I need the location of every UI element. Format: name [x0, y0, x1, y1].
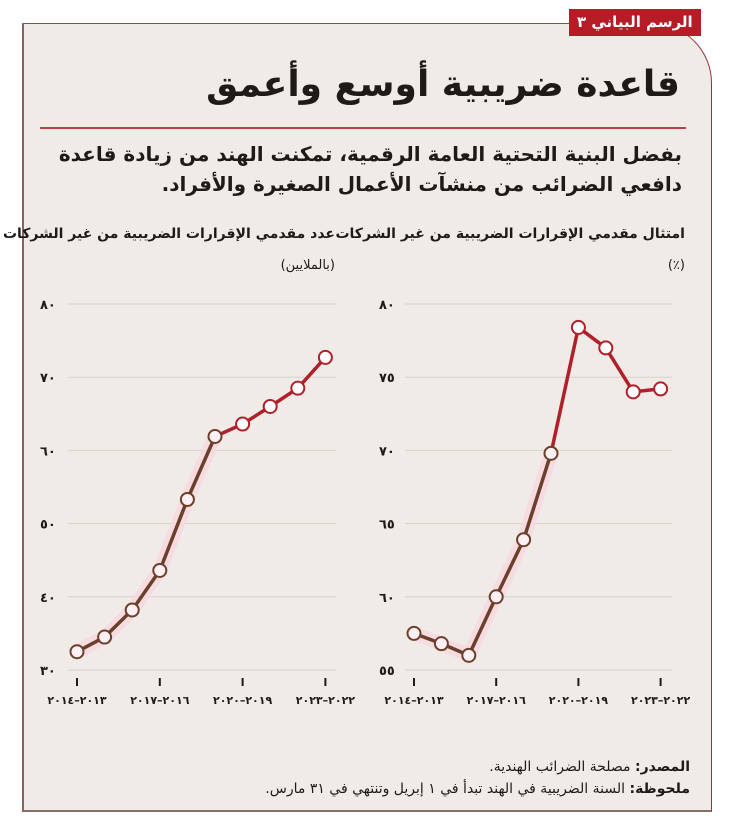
data-point-marker: [433, 636, 449, 652]
x-tick-label: ٢٠١٩–٢٠٢٠: [549, 694, 609, 707]
data-point-marker: [461, 647, 477, 663]
right-chart-unit: (٪): [667, 258, 685, 273]
data-point-marker: [653, 381, 669, 397]
data-point-marker: [262, 398, 278, 414]
data-point-marker: [290, 380, 306, 396]
y-tick-label: ٦٠: [40, 444, 56, 459]
x-tick-label: ٢٠٢٢–٢٠٢٣: [631, 694, 691, 707]
data-point-marker: [235, 416, 251, 432]
data-point-marker: [152, 562, 168, 578]
y-tick-label: ٥٠: [40, 518, 56, 533]
y-tick-label: ٣٠: [40, 664, 56, 679]
data-point-marker: [406, 625, 422, 641]
data-point-marker: [69, 644, 85, 660]
x-tick-label: ٢٠١٣–٢٠١٤: [47, 694, 107, 707]
right-chart-title: امتثال مقدمي الإقرارات الضريبية من غير ا…: [335, 226, 685, 242]
left-chart-unit: (بالملايين): [280, 258, 335, 273]
line-segment: [158, 497, 190, 573]
data-point-marker: [207, 428, 223, 444]
data-point-marker: [488, 589, 504, 605]
data-point-marker: [124, 602, 140, 618]
data-point-marker: [317, 349, 333, 365]
figure-number-badge: الرسم البياني ٣: [569, 9, 701, 36]
data-point-marker: [516, 532, 532, 548]
y-tick-label: ٤٠: [40, 591, 56, 606]
x-tick-label: ٢٠١٩–٢٠٢٠: [213, 694, 273, 707]
line-segment: [494, 537, 526, 599]
line-segment: [130, 568, 162, 612]
x-tick-label: ٢٠١٦–٢٠١٧: [467, 694, 527, 707]
figure-frame: [22, 23, 712, 812]
source-note: المصدر: مصلحة الضرائب الهندية.: [489, 759, 690, 775]
footnote: ملحوظة: السنة الضريبية في الهند تبدأ في …: [265, 781, 690, 797]
data-point-marker: [625, 384, 641, 400]
y-tick-label: ٥٥: [379, 664, 395, 679]
data-point-marker: [570, 319, 586, 335]
x-tick-label: ٢٠٢٢–٢٠٢٣: [296, 694, 356, 707]
data-point-marker: [543, 445, 559, 461]
page-title: قاعدة ضريبية أوسع وأعمق: [206, 64, 680, 105]
line-segment: [467, 595, 498, 658]
y-tick-label: ٧٥: [379, 371, 395, 386]
y-tick-label: ٨٠: [40, 298, 56, 313]
title-divider: [40, 127, 686, 129]
note-label: ملحوظة:: [629, 781, 690, 797]
y-tick-label: ٦٠: [379, 591, 395, 606]
line-segment: [549, 325, 581, 456]
y-tick-label: ٨٠: [379, 298, 395, 313]
subtitle: بفضل البنية التحتية العامة الرقمية، تمكن…: [58, 142, 682, 196]
y-tick-label: ٧٠: [379, 444, 395, 459]
source-text: مصلحة الضرائب الهندية.: [489, 759, 631, 775]
data-point-marker: [179, 491, 195, 507]
x-tick-label: ٢٠١٦–٢٠١٧: [130, 694, 190, 707]
note-text: السنة الضريبية في الهند تبدأ في ١ إبريل …: [265, 781, 626, 797]
left-chart-title: عدد مقدمي الإقرارات الضريبية من غير الشر…: [2, 226, 335, 242]
data-point-marker: [97, 629, 113, 645]
data-point-marker: [598, 340, 614, 356]
x-tick-label: ٢٠١٣–٢٠١٤: [384, 694, 444, 707]
source-label: المصدر:: [635, 759, 690, 775]
y-tick-label: ٧٠: [40, 371, 56, 386]
line-segment: [185, 434, 217, 502]
line-segment: [521, 451, 553, 542]
y-tick-label: ٦٥: [379, 518, 395, 533]
line-segment: [604, 346, 635, 394]
